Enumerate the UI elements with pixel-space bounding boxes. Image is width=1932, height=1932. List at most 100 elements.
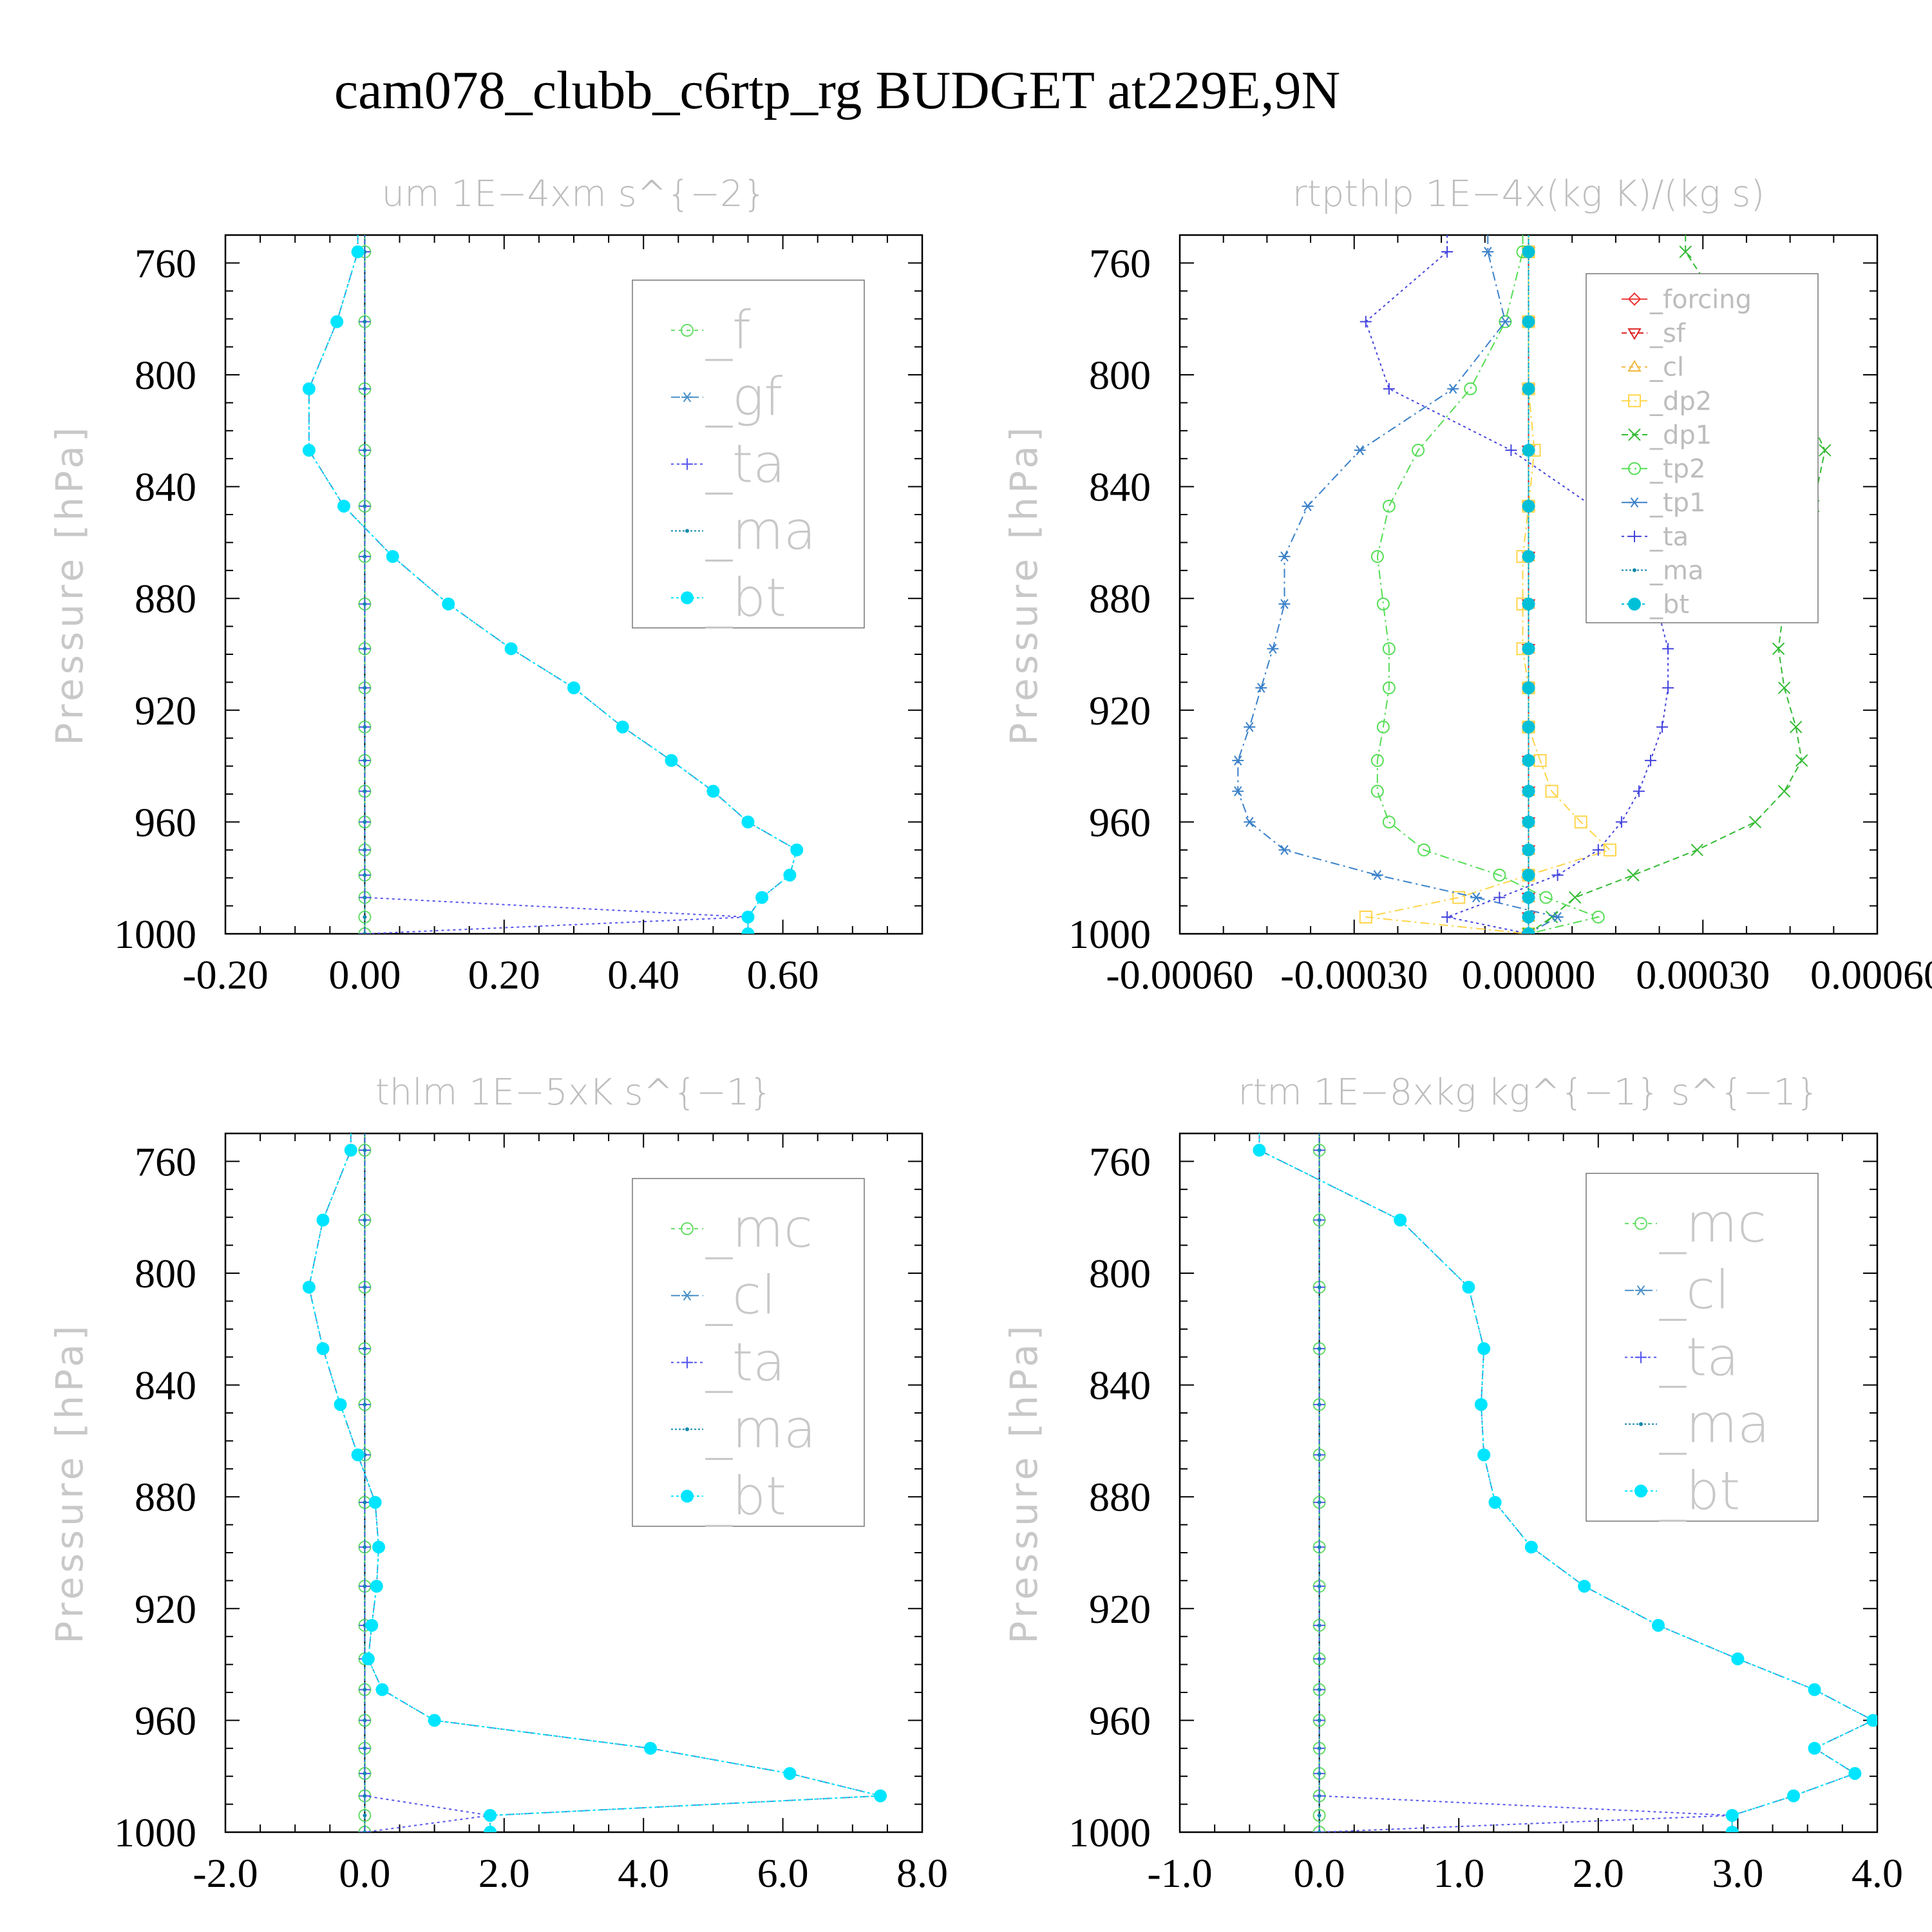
data-point bbox=[1441, 911, 1454, 923]
data-point bbox=[363, 601, 367, 606]
data-point bbox=[316, 1213, 330, 1227]
data-point bbox=[706, 784, 720, 798]
data-point bbox=[1578, 1580, 1591, 1593]
y-tick-label: 960 bbox=[1089, 799, 1151, 845]
data-point bbox=[1522, 720, 1535, 734]
data-point bbox=[1789, 721, 1803, 734]
legend-label: _tp2 bbox=[1649, 455, 1706, 484]
data-point bbox=[363, 820, 367, 824]
y-tick-label: 1000 bbox=[114, 1810, 196, 1855]
data-point bbox=[1317, 1656, 1321, 1661]
data-point bbox=[1441, 246, 1454, 258]
data-point bbox=[1317, 1402, 1321, 1406]
data-point bbox=[363, 448, 367, 453]
data-point bbox=[1499, 316, 1511, 327]
data-point bbox=[1477, 1342, 1491, 1356]
legend-entry: _ma bbox=[1625, 1394, 1770, 1455]
legend-marker bbox=[1627, 359, 1642, 372]
data-point bbox=[1317, 1813, 1321, 1817]
x-tick-label: -0.00030 bbox=[1280, 952, 1428, 998]
data-point bbox=[567, 681, 580, 695]
legend-entry: _f bbox=[671, 300, 751, 361]
data-point bbox=[363, 647, 367, 651]
legend-entry: _bt bbox=[671, 567, 786, 629]
data-point bbox=[741, 927, 755, 934]
data-point bbox=[1382, 499, 1396, 513]
data-point bbox=[1317, 1794, 1321, 1798]
y-tick-label: 840 bbox=[1089, 464, 1151, 510]
data-point bbox=[359, 1826, 371, 1832]
y-tick-label: 800 bbox=[135, 1251, 196, 1296]
data-point bbox=[1317, 1285, 1321, 1289]
legend-box bbox=[1586, 1173, 1819, 1522]
data-point bbox=[1777, 784, 1791, 798]
data-point bbox=[1725, 1826, 1739, 1832]
series-bt bbox=[1522, 235, 1535, 934]
series-ma bbox=[1317, 1133, 1321, 1832]
data-point bbox=[1772, 642, 1785, 656]
series-bt bbox=[302, 235, 804, 934]
data-point bbox=[1371, 870, 1383, 880]
data-point bbox=[1447, 383, 1459, 394]
legend-label: _ma bbox=[705, 1399, 816, 1460]
legend-label: _ma bbox=[1649, 556, 1703, 585]
data-point bbox=[1317, 1500, 1321, 1504]
data-point bbox=[363, 848, 367, 852]
legend-label: _cl bbox=[1649, 353, 1684, 383]
data-point bbox=[1545, 911, 1558, 923]
legend-marker bbox=[1634, 1484, 1647, 1498]
legend-entry: _ma bbox=[671, 500, 816, 562]
y-tick-label: 1000 bbox=[114, 911, 196, 957]
y-tick-label: 760 bbox=[1089, 240, 1151, 286]
x-tick-label: 3.0 bbox=[1712, 1850, 1763, 1896]
legend-label: _ta bbox=[1649, 522, 1689, 552]
data-point bbox=[755, 891, 769, 904]
legend-marker bbox=[681, 323, 694, 337]
data-point bbox=[1278, 599, 1291, 609]
data-point bbox=[1317, 1623, 1321, 1627]
data-point bbox=[302, 444, 316, 457]
x-tick-label: 0.00030 bbox=[1636, 952, 1770, 998]
data-point bbox=[1551, 869, 1564, 881]
data-point bbox=[1232, 786, 1244, 797]
data-point bbox=[1545, 784, 1558, 798]
data-point bbox=[1725, 1808, 1739, 1822]
legend-box bbox=[632, 279, 865, 629]
legend-entry: _sf bbox=[1622, 319, 1686, 348]
data-point bbox=[1592, 844, 1604, 856]
data-point bbox=[1651, 1618, 1665, 1632]
data-point bbox=[1551, 912, 1564, 922]
series-bt bbox=[302, 1133, 887, 1832]
data-point bbox=[1278, 845, 1291, 855]
legend-marker bbox=[685, 1427, 689, 1432]
legend-label: _cl bbox=[1659, 1260, 1730, 1321]
x-tick-label: 0.0 bbox=[339, 1850, 390, 1896]
data-point bbox=[1690, 844, 1703, 857]
y-tick-label: 920 bbox=[1089, 1586, 1151, 1632]
x-tick-label: 2.0 bbox=[478, 1850, 530, 1896]
data-point bbox=[363, 914, 367, 919]
data-point bbox=[1777, 681, 1791, 694]
legend-entry: _ma bbox=[1622, 556, 1703, 585]
data-point bbox=[363, 319, 367, 324]
legend-label: _cl bbox=[705, 1265, 776, 1327]
data-point bbox=[363, 1500, 367, 1504]
data-point bbox=[1370, 550, 1384, 564]
data-point bbox=[1522, 315, 1535, 328]
data-point bbox=[1505, 444, 1517, 457]
data-point bbox=[1244, 722, 1256, 732]
data-point bbox=[1253, 1144, 1266, 1157]
data-point bbox=[1662, 643, 1674, 655]
y-tick-label: 840 bbox=[1089, 1363, 1151, 1408]
legend-label: _ta bbox=[705, 434, 785, 495]
legend-marker bbox=[1629, 497, 1640, 507]
data-point bbox=[363, 789, 367, 793]
data-point bbox=[1522, 382, 1535, 395]
data-point bbox=[351, 245, 365, 259]
y-tick-label: 800 bbox=[1089, 1251, 1151, 1296]
legend: _mc_cl_ta_ma_bt bbox=[1586, 1173, 1819, 1522]
data-point bbox=[1795, 754, 1808, 767]
x-tick-label: -2.0 bbox=[193, 1850, 258, 1896]
data-point bbox=[1603, 843, 1616, 857]
